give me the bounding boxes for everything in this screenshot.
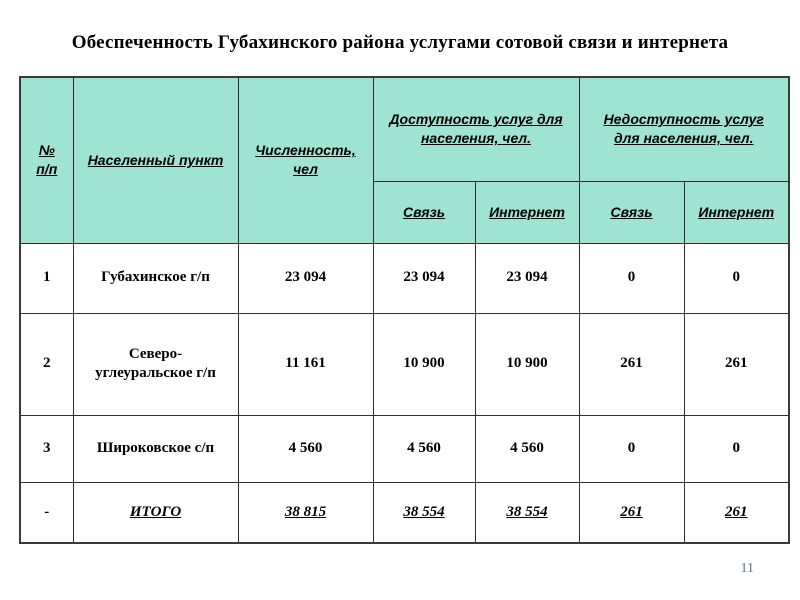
col-header-settlement: Населенный пункт bbox=[72, 76, 239, 244]
coverage-table: № п/п Населенный пункт Численность, чел … bbox=[19, 76, 791, 544]
cell-population: 4 560 bbox=[237, 414, 374, 483]
cell-num: 1 bbox=[19, 242, 74, 314]
col-header-unavailable-comm: Связь bbox=[578, 180, 685, 244]
cell-population: 23 094 bbox=[237, 242, 374, 314]
cell-settlement: Широковское с/п bbox=[72, 414, 239, 483]
table-header: № п/п Населенный пункт Численность, чел … bbox=[19, 76, 790, 244]
cell-num: - bbox=[19, 481, 74, 544]
cell-population: 11 161 bbox=[237, 312, 374, 416]
cell-num: 2 bbox=[19, 312, 74, 416]
cell-unavail-comm: 261 bbox=[578, 481, 685, 544]
slide-title: Обеспеченность Губахинского района услуг… bbox=[71, 32, 729, 53]
cell-unavail-internet: 0 bbox=[683, 414, 790, 483]
table-row-total: - ИТОГО 38 815 38 554 38 554 261 261 bbox=[19, 481, 790, 544]
cell-avail-comm: 10 900 bbox=[372, 312, 476, 416]
cell-unavail-comm: 261 bbox=[578, 312, 685, 416]
cell-population: 38 815 bbox=[237, 481, 374, 544]
cell-settlement: Северо- углеуральское г/п bbox=[72, 312, 239, 416]
table-row: 3 Широковское с/п 4 560 4 560 4 560 0 0 bbox=[19, 414, 790, 483]
cell-unavail-comm: 0 bbox=[578, 414, 685, 483]
table-row: 2 Северо- углеуральское г/п 11 161 10 90… bbox=[19, 312, 790, 416]
cell-avail-comm: 23 094 bbox=[372, 242, 476, 314]
cell-avail-internet: 4 560 bbox=[474, 414, 580, 483]
cell-avail-internet: 38 554 bbox=[474, 481, 580, 544]
col-header-unavailable-internet: Интернет bbox=[683, 180, 790, 244]
col-header-num: № п/п bbox=[19, 76, 74, 244]
page-number: 11 bbox=[740, 561, 754, 576]
col-header-population: Численность, чел bbox=[237, 76, 374, 244]
col-header-available-comm: Связь bbox=[372, 180, 476, 244]
header-row-groups: № п/п Населенный пункт Численность, чел … bbox=[19, 76, 790, 244]
cell-settlement: Губахинское г/п bbox=[72, 242, 239, 314]
cell-avail-comm: 38 554 bbox=[372, 481, 476, 544]
cell-total-label: ИТОГО bbox=[72, 481, 239, 544]
cell-unavail-internet: 0 bbox=[683, 242, 790, 314]
cell-avail-comm: 4 560 bbox=[372, 414, 476, 483]
header-row-sub: Связь Интернет Связь Интернет bbox=[20, 180, 790, 244]
col-group-unavailable: Недоступность услуг для населения, чел. bbox=[578, 76, 790, 182]
cell-avail-internet: 10 900 bbox=[474, 312, 580, 416]
col-header-available-internet: Интернет bbox=[474, 180, 580, 244]
cell-unavail-internet: 261 bbox=[683, 312, 790, 416]
col-group-available: Доступность услуг для населения, чел. bbox=[372, 76, 580, 182]
table-body: 1 Губахинское г/п 23 094 23 094 23 094 0… bbox=[19, 242, 790, 544]
cell-num: 3 bbox=[19, 414, 74, 483]
cell-unavail-comm: 0 bbox=[578, 242, 685, 314]
cell-avail-internet: 23 094 bbox=[474, 242, 580, 314]
table-row: 1 Губахинское г/п 23 094 23 094 23 094 0… bbox=[19, 242, 790, 314]
cell-unavail-internet: 261 bbox=[683, 481, 790, 544]
